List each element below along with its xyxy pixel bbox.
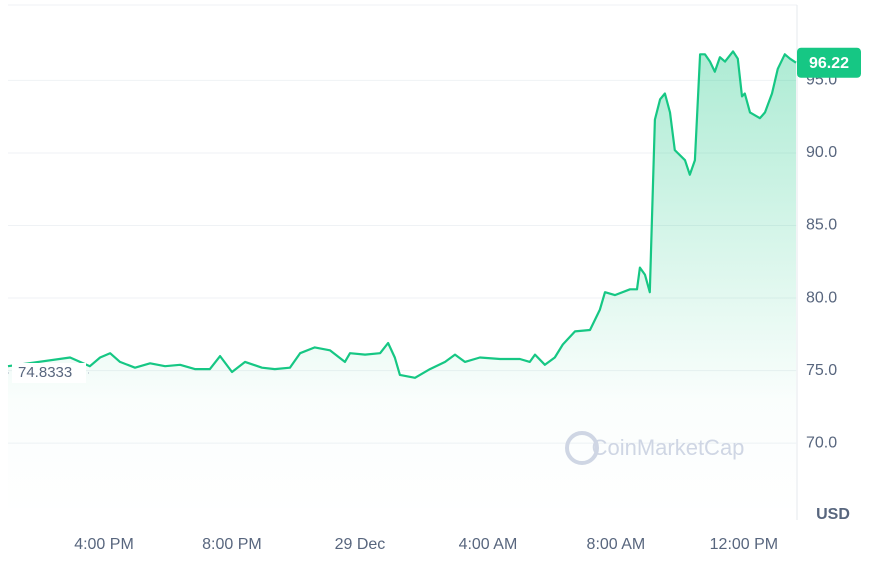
watermark-logo [565, 431, 599, 465]
y-tick-label: 85.0 [806, 217, 837, 234]
x-tick-label: 8:00 AM [587, 536, 646, 553]
x-tick-label: 29 Dec [335, 536, 386, 553]
start-price-bg [12, 362, 86, 383]
watermark: CoinMarketCap [592, 435, 745, 460]
x-tick-label: 8:00 PM [202, 536, 262, 553]
price-line [7, 50, 797, 379]
x-tick-label: 12:00 PM [710, 536, 778, 553]
y-tick-label: 70.0 [806, 434, 837, 451]
y-tick-label: 90.0 [806, 144, 837, 161]
area [8, 51, 797, 521]
y-tick-label: 80.0 [806, 289, 837, 306]
start-price-label: 74.8333 [18, 364, 72, 381]
y-tick-label: 75.0 [806, 362, 837, 379]
x-tick-label: 4:00 AM [459, 536, 518, 553]
last-price-label: 96.22 [809, 55, 849, 72]
currency-label: USD [816, 506, 850, 523]
last-price-badge [797, 47, 861, 78]
x-tick-label: 4:00 PM [74, 536, 134, 553]
